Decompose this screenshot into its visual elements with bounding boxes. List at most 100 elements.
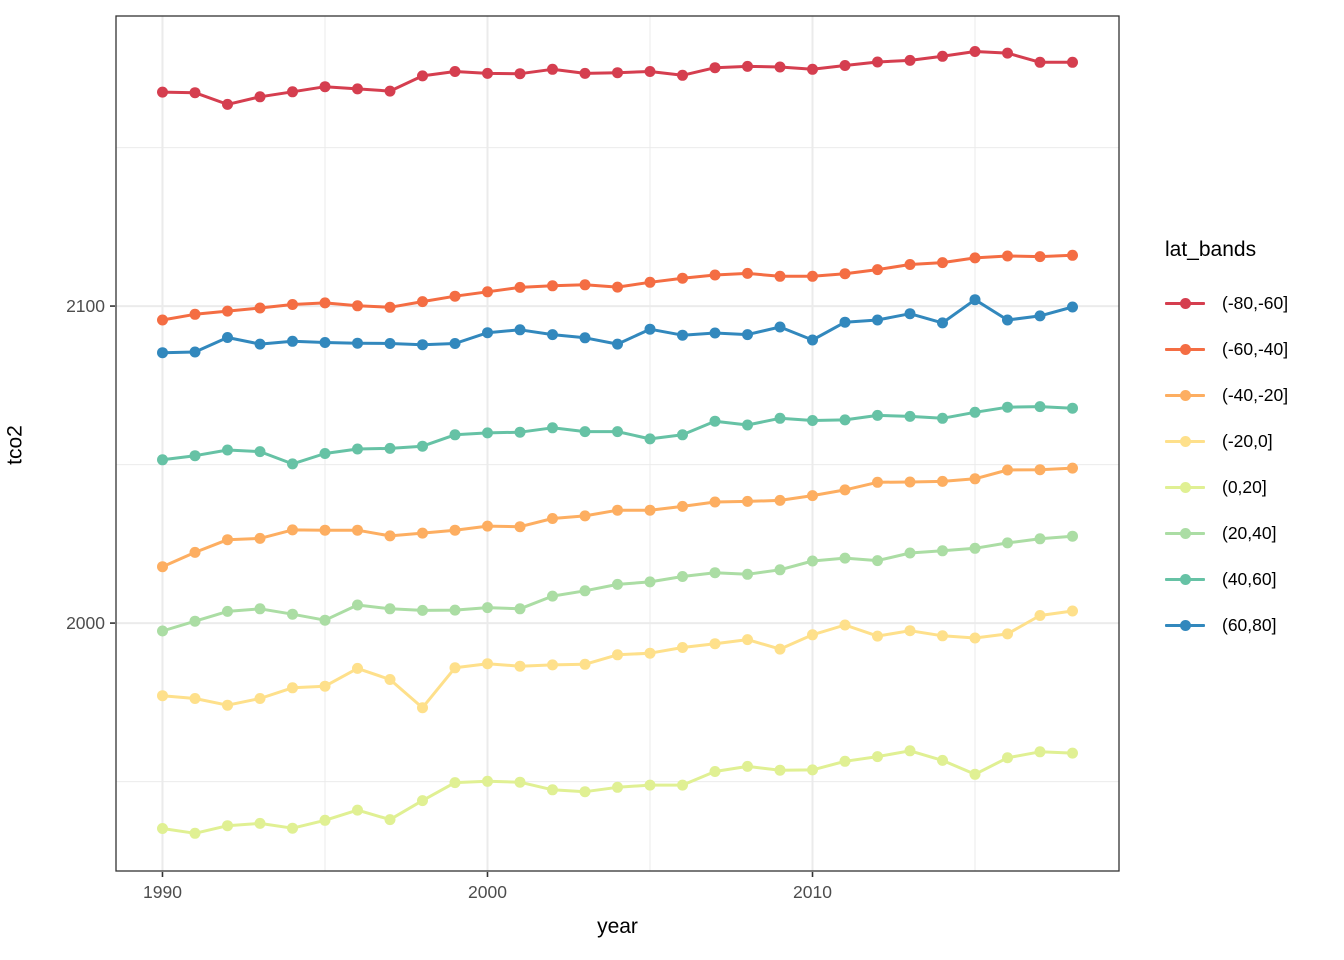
x-tick-label: 2010 <box>793 882 832 902</box>
data-point <box>449 604 461 616</box>
data-point <box>872 409 883 421</box>
data-point <box>449 429 461 441</box>
data-point <box>904 259 916 270</box>
data-point <box>644 323 656 335</box>
data-point <box>222 605 233 617</box>
data-point <box>319 524 331 536</box>
legend-item-label: (-40,-20] <box>1222 384 1289 405</box>
data-point <box>904 625 916 637</box>
data-point <box>742 267 753 279</box>
data-point <box>644 433 656 445</box>
series-6 <box>157 401 1078 470</box>
legend-item-label: (20,40] <box>1222 522 1277 543</box>
data-point <box>254 91 266 103</box>
data-point <box>579 786 591 798</box>
data-point <box>1034 401 1046 413</box>
data-point <box>222 820 233 832</box>
data-point <box>384 603 396 615</box>
x-axis-title: year <box>597 915 638 938</box>
legend-item-label: (60,80] <box>1222 614 1277 635</box>
data-point <box>742 419 753 431</box>
data-point <box>839 268 851 280</box>
data-point <box>514 426 526 438</box>
data-point <box>612 781 623 793</box>
data-point <box>319 448 331 459</box>
data-point <box>774 564 786 576</box>
data-point <box>482 520 493 532</box>
legend-item-label: (0,20] <box>1222 476 1267 497</box>
data-point <box>969 473 981 485</box>
x-axis-ticks: 1990 2000 2010 <box>143 872 832 902</box>
data-point <box>352 83 363 95</box>
data-point <box>352 804 363 816</box>
data-point <box>774 643 786 655</box>
data-point <box>1067 462 1078 474</box>
y-tick-label: 2100 <box>66 296 105 316</box>
data-point <box>189 450 201 462</box>
data-point <box>514 281 526 293</box>
legend-items: (-80,-60] (-60,-40] (-40,-20] (-20,0] (0,20]… <box>1165 280 1288 648</box>
data-point <box>1067 402 1078 414</box>
data-point <box>157 823 168 834</box>
data-point <box>157 454 168 466</box>
data-point <box>222 444 233 456</box>
legend-item-label: (-20,0] <box>1222 430 1273 451</box>
data-point <box>417 604 428 616</box>
data-point <box>969 542 981 554</box>
data-point <box>742 495 753 507</box>
data-point <box>1002 47 1013 59</box>
legend-item-6: (40,60] <box>1165 556 1288 602</box>
data-point <box>547 329 558 341</box>
data-point <box>677 779 688 791</box>
data-point <box>352 337 363 349</box>
series-5 <box>157 530 1078 637</box>
data-point <box>352 662 363 674</box>
data-point <box>742 760 753 772</box>
legend-item-3: (-20,0] <box>1165 418 1288 464</box>
data-point <box>709 638 721 650</box>
legend-item-label: (-60,-40] <box>1222 338 1289 359</box>
data-point <box>352 300 363 312</box>
data-point <box>709 766 721 777</box>
y-tick-label: 2000 <box>66 613 105 633</box>
data-point <box>904 476 916 488</box>
data-point <box>677 500 688 512</box>
data-point <box>287 682 298 694</box>
data-point <box>807 415 818 426</box>
data-point <box>222 332 233 343</box>
data-point <box>482 775 493 787</box>
data-point <box>449 662 461 674</box>
legend-item-2: (-40,-20] <box>1165 372 1288 418</box>
data-point <box>157 314 168 326</box>
data-point <box>449 290 461 302</box>
data-point <box>482 602 493 614</box>
data-point <box>774 270 786 282</box>
data-point <box>1067 249 1078 261</box>
data-point <box>839 316 851 328</box>
series-3 <box>157 605 1078 714</box>
data-point <box>319 614 331 626</box>
data-point <box>157 561 168 573</box>
gridlines-minor <box>116 16 1119 871</box>
legend-item-label: (40,60] <box>1222 568 1277 589</box>
data-point <box>612 578 623 590</box>
data-point <box>709 496 721 508</box>
data-point <box>417 296 428 308</box>
y-axis-title: tco2 <box>3 425 27 465</box>
legend-key-icon <box>1165 389 1205 402</box>
data-point <box>872 56 883 68</box>
data-point <box>384 85 396 97</box>
data-point <box>807 334 818 346</box>
data-point <box>839 414 851 426</box>
data-point <box>254 532 266 544</box>
data-point <box>1002 464 1013 476</box>
data-point <box>1034 746 1046 758</box>
data-point <box>319 814 331 826</box>
legend-key-icon <box>1165 619 1205 632</box>
data-point <box>969 632 981 644</box>
data-point <box>287 822 298 834</box>
data-point <box>937 630 948 642</box>
data-point <box>742 568 753 580</box>
